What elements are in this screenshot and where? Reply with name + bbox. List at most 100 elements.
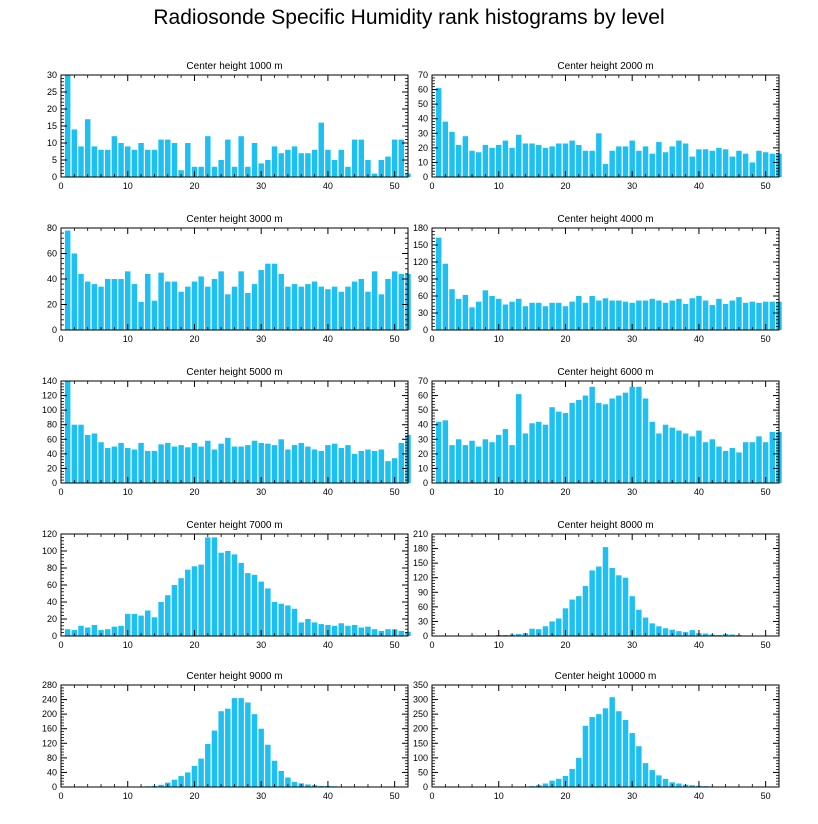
bar (602, 404, 609, 483)
bar (722, 149, 729, 177)
bar (138, 301, 144, 330)
y-tick-label: 50 (418, 405, 428, 415)
bar (549, 407, 555, 483)
bar (622, 146, 629, 177)
x-tick-label: 0 (429, 487, 434, 497)
bar (124, 271, 131, 330)
bar (145, 273, 151, 330)
y-tick-label: 60 (418, 291, 428, 301)
bar (91, 433, 98, 483)
bar (211, 449, 218, 483)
bar (509, 445, 515, 483)
y-tick-label: 10 (47, 138, 57, 148)
bar (225, 708, 231, 787)
x-tick-label: 30 (256, 334, 266, 344)
y-tick-label: 50 (418, 99, 428, 109)
bar (656, 433, 662, 483)
bar (636, 746, 642, 787)
bar (616, 575, 622, 636)
bar (709, 439, 715, 483)
bar (435, 421, 442, 483)
bar (596, 133, 602, 177)
bar (569, 599, 575, 636)
x-tick-label: 20 (560, 181, 570, 191)
bar (676, 140, 682, 177)
bar (345, 166, 351, 177)
bar (378, 449, 385, 483)
bar (449, 131, 455, 177)
bar (642, 146, 649, 177)
bar (358, 139, 365, 177)
histogram-panel-2: Center height 2000 m 0 10 20 30 40 50 0 10 20 30 40… (418, 61, 782, 191)
bar (64, 75, 71, 177)
bar (616, 146, 622, 177)
panel-title: Center height 9000 m (186, 671, 282, 682)
bar (358, 279, 365, 330)
bar (442, 263, 449, 330)
bar (669, 300, 675, 330)
y-tick-label: 80 (47, 223, 57, 233)
y-tick-label: 20 (47, 463, 57, 473)
bar (271, 146, 278, 177)
bar (622, 577, 629, 636)
bar (482, 290, 489, 330)
bar (616, 300, 622, 330)
bar (602, 298, 609, 330)
bar (118, 143, 124, 177)
bar (569, 402, 575, 483)
bar (689, 298, 695, 330)
bar (582, 585, 589, 636)
bar (749, 442, 756, 483)
x-tick-label: 30 (627, 487, 637, 497)
bar (158, 784, 164, 787)
panel-title: Center height 3000 m (186, 214, 282, 225)
bar (696, 296, 702, 330)
bar (689, 436, 695, 483)
y-tick-label: 120 (413, 573, 428, 583)
bar (104, 448, 111, 483)
bar (669, 427, 675, 483)
x-tick-label: 0 (429, 640, 434, 650)
bar (298, 286, 304, 330)
x-tick-label: 20 (189, 640, 199, 650)
bar (158, 602, 164, 636)
y-tick-label: 250 (413, 709, 428, 719)
bar (749, 162, 756, 177)
bar (238, 562, 244, 636)
y-tick-label: 30 (418, 434, 428, 444)
y-tick-label: 0 (52, 172, 57, 182)
bar (151, 300, 158, 330)
bar (171, 446, 178, 483)
bar (435, 237, 442, 330)
bar (495, 434, 502, 483)
bar (435, 88, 442, 177)
y-tick-label: 80 (47, 420, 57, 430)
bar (98, 442, 104, 483)
bar (556, 411, 562, 483)
y-tick-label: 60 (47, 249, 57, 259)
y-tick-label: 0 (423, 782, 428, 792)
x-tick-label: 30 (627, 791, 637, 801)
bar (622, 392, 629, 483)
bar (562, 306, 569, 330)
x-tick-label: 0 (58, 791, 63, 801)
bar (245, 702, 251, 787)
bar (696, 149, 702, 177)
x-tick-label: 40 (323, 181, 333, 191)
bar (649, 298, 655, 330)
bar (736, 452, 742, 483)
bar (345, 445, 351, 483)
bar (378, 294, 385, 330)
bar (205, 744, 211, 787)
bar (124, 613, 131, 636)
bar (455, 144, 462, 177)
bar (385, 461, 391, 483)
bar (385, 279, 391, 330)
histogram-panel-4: Center height 4000 m 0 10 20 30 40 50 0 30 60 90 12… (413, 214, 782, 344)
bar (636, 300, 642, 330)
bar (231, 286, 238, 330)
x-tick-label: 10 (123, 334, 133, 344)
bar (298, 442, 304, 483)
bar (291, 781, 298, 787)
bar (185, 447, 191, 483)
